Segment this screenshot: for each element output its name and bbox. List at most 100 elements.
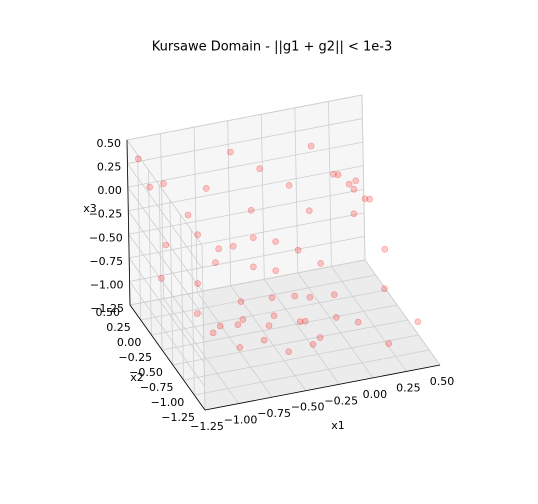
- grid-line: [140, 274, 376, 321]
- point: [305, 207, 313, 215]
- x-tick-label: 0.25: [396, 381, 421, 394]
- point: [265, 322, 273, 329]
- point: [158, 275, 165, 282]
- point: [381, 245, 389, 253]
- y-tick-label: 0.25: [106, 321, 131, 334]
- grid-line: [193, 127, 198, 293]
- point: [234, 321, 242, 329]
- y-tick-label: −0.25: [118, 351, 152, 364]
- point: [212, 259, 219, 266]
- axis-line: [129, 304, 206, 411]
- point: [330, 291, 338, 299]
- z-tick-label: −1.25: [90, 302, 124, 315]
- point: [306, 293, 314, 301]
- point: [330, 170, 337, 178]
- z-tick-label: −0.25: [89, 208, 123, 221]
- grid-line: [127, 163, 203, 269]
- grid-line: [201, 244, 206, 411]
- axes-3d: [126, 94, 441, 412]
- point: [215, 245, 222, 253]
- z-tick-label: −1.00: [90, 278, 124, 291]
- grid-line: [127, 210, 204, 316]
- point: [239, 316, 247, 323]
- grid-line: [172, 319, 408, 366]
- x-tick-label: −0.25: [324, 394, 358, 407]
- axis-line: [126, 139, 131, 306]
- grid-line: [194, 349, 430, 396]
- grid-line: [148, 169, 152, 336]
- point: [350, 210, 358, 218]
- point: [317, 260, 324, 267]
- x-axis-label: x1: [331, 419, 345, 432]
- point: [345, 180, 353, 188]
- point: [250, 263, 257, 271]
- z-tick-label: −0.75: [89, 255, 123, 268]
- grid-line: [126, 139, 203, 246]
- point: [316, 334, 324, 341]
- point: [227, 148, 234, 156]
- grid-line: [190, 229, 195, 396]
- point: [309, 341, 317, 348]
- grid-line: [128, 188, 364, 235]
- point: [270, 312, 278, 320]
- point: [236, 344, 244, 351]
- grid-line: [129, 259, 366, 306]
- point: [202, 185, 210, 192]
- point: [209, 329, 217, 337]
- point: [414, 318, 422, 326]
- point: [361, 195, 369, 203]
- point: [146, 183, 153, 191]
- grid-line: [196, 291, 273, 398]
- grid-line: [183, 334, 419, 381]
- point: [134, 155, 142, 163]
- grid-line: [169, 199, 174, 366]
- grid-line: [328, 101, 332, 267]
- point: [268, 294, 276, 302]
- x-tick-label: 0.50: [430, 375, 455, 388]
- point: [216, 322, 224, 330]
- y-tick-label: 0.00: [117, 336, 142, 349]
- y-tick-label: −1.25: [161, 411, 195, 424]
- point: [381, 285, 388, 293]
- grid-line: [162, 304, 398, 351]
- point: [272, 267, 280, 275]
- z-tick-label: 0.00: [97, 184, 122, 197]
- point: [184, 211, 192, 219]
- y-tick-label: −1.00: [151, 396, 185, 409]
- point: [247, 206, 255, 214]
- point: [307, 142, 315, 150]
- z-axis-label: x3: [83, 202, 97, 215]
- grid-line: [230, 285, 307, 391]
- grid-line: [126, 94, 363, 141]
- x-tick-label: −0.75: [257, 407, 291, 420]
- grid-line: [227, 120, 232, 286]
- grid-line: [263, 279, 340, 385]
- point: [334, 171, 342, 179]
- grid-line: [260, 114, 265, 280]
- grid-line: [331, 266, 407, 372]
- point: [194, 231, 202, 239]
- point: [285, 182, 293, 189]
- axis-line: [204, 364, 441, 411]
- point: [249, 234, 257, 242]
- point: [352, 177, 360, 185]
- grid-line: [128, 234, 205, 340]
- point: [162, 241, 170, 249]
- point: [237, 298, 245, 305]
- grid-line: [129, 236, 365, 282]
- grid-line: [129, 281, 205, 387]
- grid-line: [127, 186, 204, 293]
- y-tick-label: −0.75: [140, 381, 174, 394]
- z-tick-label: 0.50: [97, 137, 122, 150]
- grid-line: [297, 272, 374, 379]
- y-tick-label: 0.50: [96, 306, 121, 319]
- grid-line: [364, 259, 441, 366]
- x-tick-label: −0.50: [291, 401, 325, 414]
- y-tick-label: −0.50: [129, 366, 163, 379]
- point: [332, 314, 340, 321]
- point: [350, 185, 358, 193]
- point: [291, 292, 299, 300]
- point: [260, 336, 268, 344]
- point: [272, 238, 279, 245]
